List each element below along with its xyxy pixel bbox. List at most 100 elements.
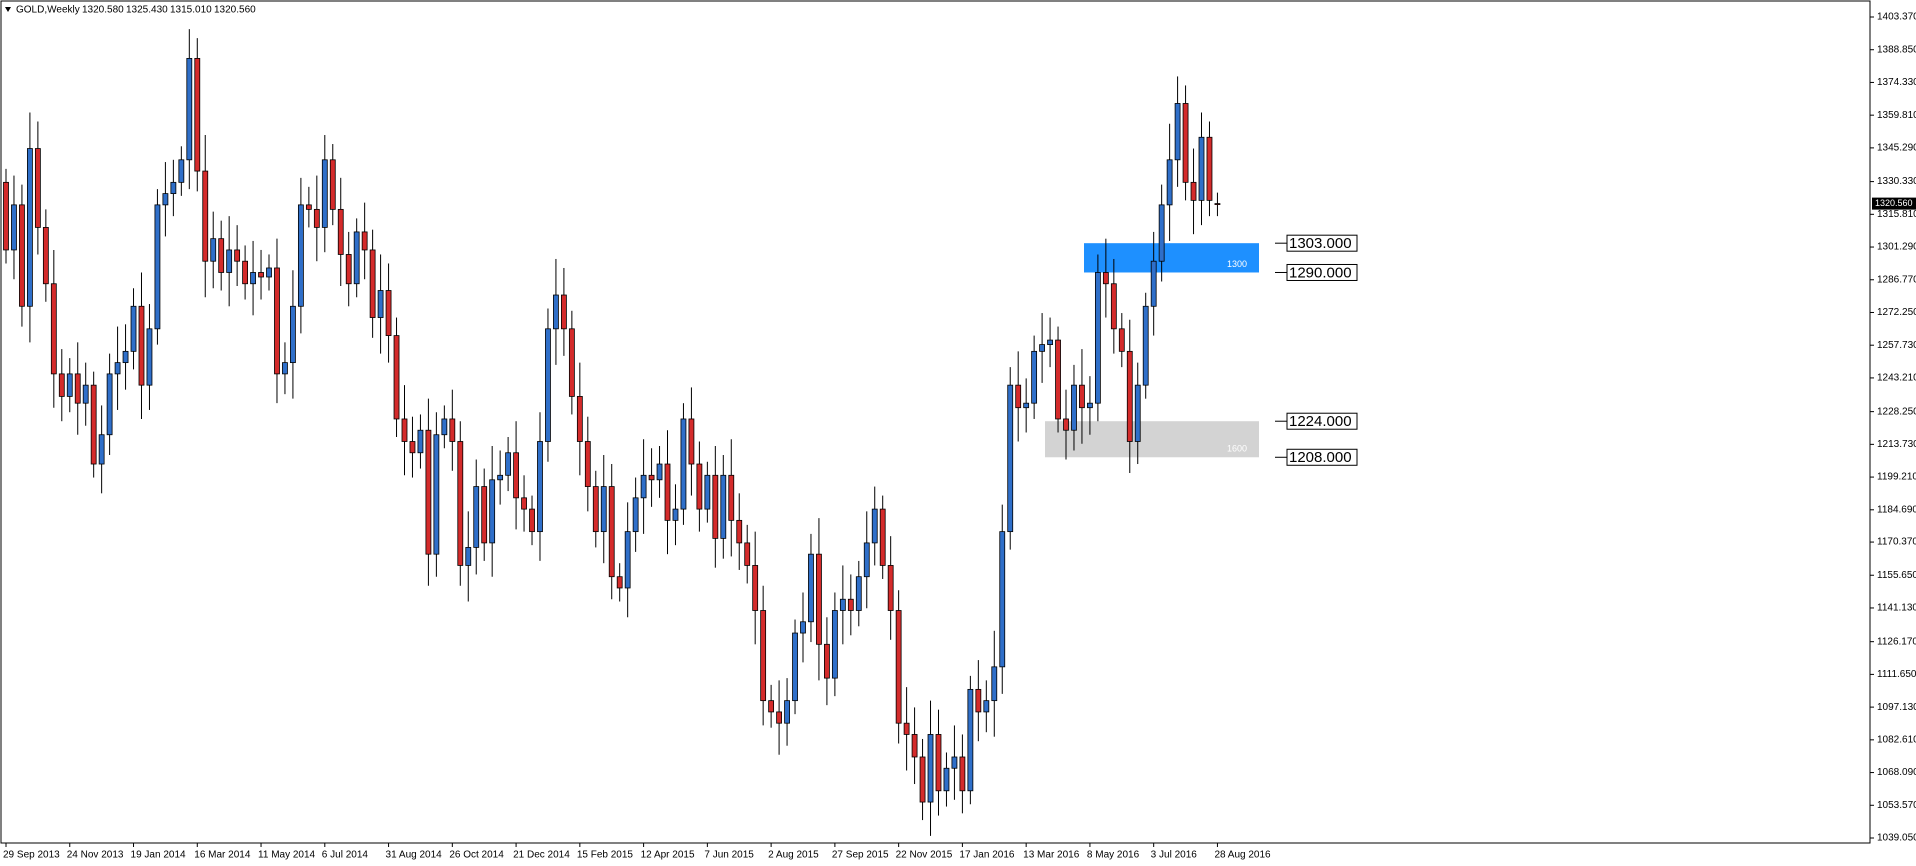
last-price-box <box>1872 197 1916 210</box>
candle-body <box>42 227 49 285</box>
candle-body <box>58 373 65 397</box>
candle-body <box>1015 384 1022 409</box>
y-tick-label: 1330.330 <box>1877 176 1916 187</box>
candle-body <box>1190 181 1197 201</box>
candle-body <box>879 508 886 566</box>
candle-body <box>250 272 256 285</box>
x-tick-label: 16 Mar 2014 <box>194 850 251 861</box>
candle-body <box>1214 203 1221 205</box>
candle-body <box>800 621 806 634</box>
y-tick-label: 1097.130 <box>1877 702 1916 713</box>
y-tick-label: 1111.650 <box>1877 669 1916 680</box>
candle-body <box>393 335 400 420</box>
candle-body <box>505 452 512 476</box>
x-tick-label: 31 Aug 2014 <box>386 850 443 861</box>
candle-body <box>863 542 870 578</box>
candle-body <box>154 204 161 330</box>
candle-body <box>983 700 990 713</box>
candle-body <box>282 362 288 375</box>
candle-body <box>369 249 376 318</box>
candle-body <box>234 249 241 262</box>
x-tick-label: 3 Jul 2016 <box>1151 850 1198 861</box>
candle-body <box>130 305 137 352</box>
header-arrow <box>5 7 11 12</box>
candle-body <box>90 384 97 465</box>
zone <box>1045 421 1259 458</box>
candle-body <box>911 734 918 758</box>
candle-body <box>337 208 344 255</box>
y-tick-label: 1243.210 <box>1877 373 1916 384</box>
y-tick-label: 1068.090 <box>1877 767 1916 778</box>
candle-body <box>975 688 982 713</box>
y-tick-label: 1286.770 <box>1877 274 1916 285</box>
header-value: 1325.430 <box>126 5 168 16</box>
candle-body <box>329 159 336 210</box>
header-value: 1315.010 <box>170 5 212 16</box>
x-tick-label: 12 Apr 2015 <box>641 850 695 861</box>
x-tick-label: 19 Jan 2014 <box>131 850 186 861</box>
candle-body <box>409 441 416 454</box>
y-tick-label: 1053.570 <box>1877 800 1916 811</box>
x-tick-label: 7 Jun 2015 <box>704 850 754 861</box>
candle-body <box>297 204 304 307</box>
candle-body <box>361 231 368 251</box>
candle-body <box>624 531 631 589</box>
candle-body <box>1110 283 1117 330</box>
candle-body <box>887 565 894 611</box>
level-label: 1224.000 <box>1289 413 1352 430</box>
candle-body <box>457 441 464 566</box>
candle-body <box>664 463 671 521</box>
candle-body <box>792 632 798 702</box>
y-tick-label: 1082.610 <box>1877 734 1916 745</box>
candle-body <box>202 170 209 262</box>
x-tick-label: 2 Aug 2015 <box>768 850 819 861</box>
level-box <box>1286 234 1358 252</box>
candle-body <box>616 576 623 589</box>
candle-body <box>680 418 687 510</box>
candle-body <box>473 486 480 548</box>
candle-body <box>50 283 57 375</box>
zone <box>1084 243 1259 273</box>
candle-body <box>441 418 448 436</box>
y-tick-label: 1141.130 <box>1877 603 1916 614</box>
x-tick-label: 6 Jul 2014 <box>322 850 369 861</box>
header-value: 1320.560 <box>214 5 256 16</box>
candle-body <box>1007 384 1014 533</box>
candle-body <box>847 598 854 611</box>
candle-body <box>640 474 647 499</box>
candle-body <box>27 148 33 307</box>
candle-body <box>760 610 767 702</box>
candle-body <box>1071 384 1077 431</box>
candle-body <box>824 643 830 679</box>
candle-body <box>521 497 527 510</box>
candle-body <box>808 553 814 623</box>
candle-body <box>170 181 177 195</box>
candle-body <box>1087 402 1093 409</box>
x-tick-label: 13 Mar 2016 <box>1023 850 1080 861</box>
candle-body <box>1047 339 1053 345</box>
candle-body <box>425 429 432 555</box>
y-tick-label: 1345.290 <box>1877 143 1916 154</box>
candle-body <box>728 474 735 521</box>
candle-body <box>903 722 910 735</box>
candle-body <box>34 148 41 228</box>
y-tick-label: 1359.810 <box>1877 110 1916 121</box>
candle-body <box>345 254 352 285</box>
candle-body <box>433 434 440 555</box>
level-label: 1290.000 <box>1289 264 1352 281</box>
y-tick-label: 1184.690 <box>1877 504 1916 515</box>
candle-body <box>561 294 567 330</box>
candle-body <box>1094 272 1101 404</box>
candle-body <box>1063 418 1069 431</box>
header-value: 1320.580 <box>82 5 124 16</box>
candle-body <box>178 159 185 183</box>
candle-body <box>258 272 264 278</box>
zone-label: 1600 <box>1227 444 1247 454</box>
candle-body <box>919 756 926 803</box>
x-tick-label: 29 Sep 2013 <box>3 850 60 861</box>
candle-body <box>999 531 1006 668</box>
candle-body <box>816 553 822 645</box>
y-tick-label: 1199.210 <box>1877 472 1916 483</box>
candle-body <box>19 204 25 307</box>
